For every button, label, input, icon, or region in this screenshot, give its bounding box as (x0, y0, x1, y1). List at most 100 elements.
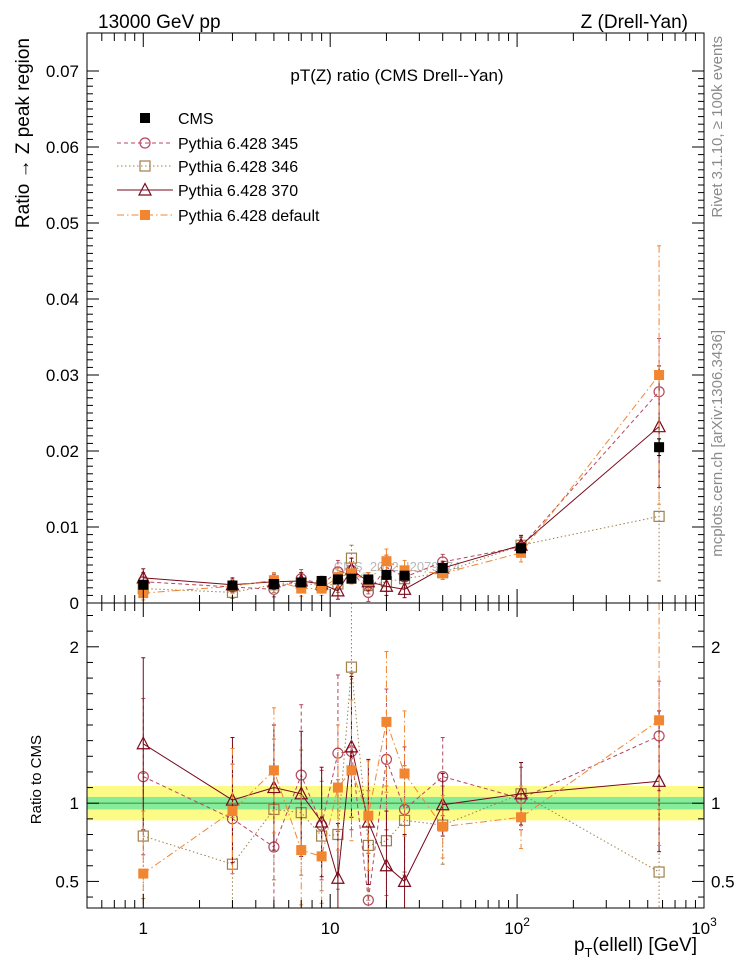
main-mc-point-1-12 (653, 510, 665, 522)
main-panel-data (136, 245, 667, 602)
main-cms-point-0-6 (346, 573, 357, 584)
main-cms-point-0-4 (316, 575, 327, 586)
ratio-point-3-7 (363, 810, 374, 821)
ratio-series-3 (138, 603, 665, 908)
main-ytick-label-5: 0.05 (46, 214, 79, 233)
main-mc-point-3-4 (316, 583, 327, 594)
main-cms-point-0-3 (296, 577, 307, 588)
legend-item-1: Pythia 6.428 345 (117, 136, 298, 153)
main-cms-point-0-5 (332, 574, 343, 585)
legend-item-4: Pythia 6.428 default (117, 208, 320, 225)
ratio-ytick-label-left-2: 2 (70, 638, 79, 657)
ratio-ytick-label-left-0: 0.5 (55, 872, 79, 891)
main-ytick-label-2: 0.02 (46, 442, 79, 461)
legend-marker-1 (139, 137, 151, 149)
mcplots-label: mcplots.cern.ch [arXiv:1306.3436] (709, 330, 726, 557)
xtick-label-3: 103 (691, 915, 717, 938)
ratio-point-3-3 (296, 845, 307, 856)
ratio-point-2-2 (266, 779, 281, 794)
legend-marker-2 (139, 160, 151, 172)
ratio-ytick-label-right-2: 2 (711, 638, 720, 657)
ratio-point-1-12 (653, 866, 665, 878)
ratio-point-3-5 (332, 782, 343, 793)
ratio-point-3-9 (399, 768, 410, 779)
legend-marker-4 (140, 210, 150, 220)
main-cms-point-0-2 (268, 579, 279, 589)
main-cms-point-0-10 (437, 563, 448, 574)
ratio-point-3-6 (346, 765, 357, 776)
ratio-point-3-12 (654, 715, 665, 726)
main-ytick-label-0: 0 (70, 594, 79, 613)
ratio-series-1 (137, 603, 665, 908)
legend-item-2: Pythia 6.428 346 (117, 159, 298, 176)
xtick-label-0: 1 (139, 919, 148, 938)
main-ytick-label-4: 0.04 (46, 290, 79, 309)
main-cms-point-0-12 (654, 442, 665, 453)
main-cms-point-0-11 (516, 543, 527, 554)
main-mc-point-2-5 (330, 583, 345, 597)
main-cms-point-0-7 (363, 574, 374, 585)
legend-item-0: CMS (140, 111, 214, 128)
rivet-label: Rivet 3.1.10, ≥ 100k events (709, 36, 726, 218)
main-mc-point-3-6 (346, 568, 357, 579)
header-right: Z (Drell-Yan) (581, 12, 688, 33)
ratio-point-3-11 (516, 812, 527, 823)
ratio-panel-data (87, 603, 704, 908)
main-cms-series-0 (138, 438, 665, 591)
ratio-ytick-label-left-1: 1 (70, 794, 79, 813)
x-axis-label: pT(ellell) [GeV] (574, 935, 697, 960)
ratio-point-3-4 (316, 851, 327, 862)
legend-marker-3 (138, 182, 152, 196)
main-mc-point-2-9 (397, 581, 412, 595)
main-ylabel: Ratio → Z peak region (13, 38, 34, 228)
main-cms-point-0-8 (381, 569, 392, 580)
header-left: 13000 GeV pp (98, 12, 221, 33)
ratio-point-2-1 (225, 792, 240, 806)
xtick-label-1: 10 (321, 919, 340, 938)
ratio-point-3-1 (227, 806, 238, 817)
main-ytick-label-7: 0.07 (46, 62, 79, 81)
main-ytick-label-1: 0.01 (46, 518, 79, 537)
ratio-frame (86, 602, 705, 909)
main-cms-point-0-0 (138, 579, 149, 590)
main-ytick-label-6: 0.06 (46, 138, 79, 157)
main-ytick-label-3: 0.03 (46, 366, 79, 385)
ratio-point-2-5 (330, 870, 345, 884)
main-mc-point-3-10 (437, 568, 448, 579)
legend-label-0: CMS (178, 111, 214, 128)
plot-content: CMS_2022_I207937400.010.020.030.040.050.… (46, 32, 735, 938)
ratio-point-1-6 (345, 661, 358, 673)
ratio-point-3-10 (437, 821, 448, 832)
xtick-label-2: 102 (504, 915, 530, 938)
ratio-point-2-11 (514, 786, 529, 800)
main-mc-point-3-9 (399, 565, 410, 576)
ratio-ytick-label-right-0: 0.5 (711, 872, 735, 891)
main-mc-series-3 (138, 245, 665, 601)
ratio-ylabel: Ratio to CMS (28, 735, 45, 824)
main-title: pT(Z) ratio (CMS Drell--Yan) (290, 66, 503, 85)
main-mc-point-2-8 (379, 578, 394, 592)
ratio-point-3-8 (381, 716, 392, 727)
main-mc-point-3-3 (296, 583, 307, 594)
ratio-point-2-10 (435, 796, 450, 811)
legend-label-1: Pythia 6.428 345 (178, 136, 298, 153)
main-mc-point-3-8 (381, 556, 392, 567)
main-cms-point-0-9 (399, 570, 410, 581)
legend-item-3: Pythia 6.428 370 (117, 182, 298, 200)
ratio-point-3-2 (268, 765, 279, 776)
ratio-series-2 (136, 657, 667, 908)
ratio-point-2-7 (361, 814, 376, 828)
main-mc-point-2-12 (652, 418, 667, 433)
legend-label-4: Pythia 6.428 default (178, 208, 320, 225)
ratio-point-2-12 (652, 773, 667, 787)
ratio-point-2-0 (136, 735, 151, 750)
main-cms-point-0-1 (227, 580, 238, 591)
main-mc-point-3-12 (654, 370, 665, 380)
ratio-point-2-6 (344, 739, 359, 753)
ratio-point-2-9 (397, 873, 412, 888)
ratio-point-3-0 (138, 868, 149, 879)
ratio-ytick-label-right-1: 1 (711, 794, 720, 813)
legend-marker-0 (140, 113, 150, 123)
ratio-point-2-8 (379, 857, 394, 872)
